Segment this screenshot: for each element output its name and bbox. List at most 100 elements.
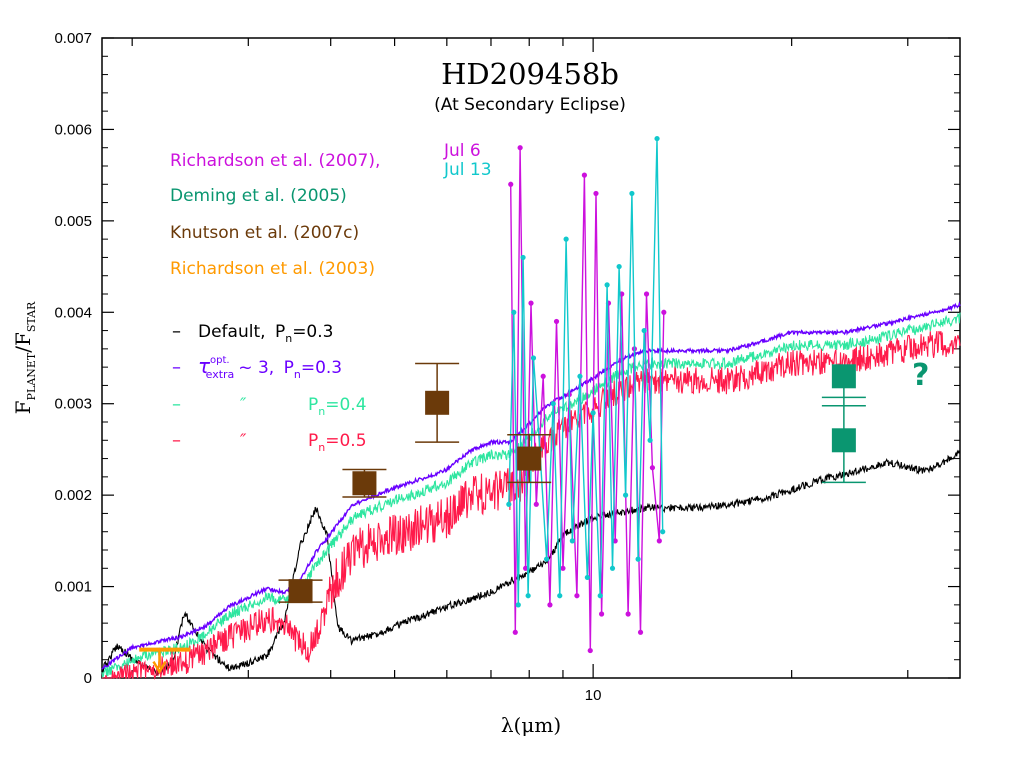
legend: Richardson et al. (2007), Jul 6 Jul 13 D… (170, 141, 492, 454)
chart-subtitle: (At Secondary Eclipse) (434, 95, 626, 115)
y-tick-label-2: 0.002 (54, 487, 92, 504)
richardson2007-point (616, 263, 622, 270)
richardson2007-point (625, 611, 631, 617)
y-tick-label-4: 0.004 (54, 304, 92, 321)
plot-frame (101, 37, 961, 679)
richardson2007-point (635, 556, 641, 562)
legend-jul13: Jul 13 (443, 160, 492, 180)
legend-dash-extra-04: – (172, 394, 181, 415)
observations (139, 135, 866, 675)
richardson2007-point (577, 373, 583, 379)
chart-title: HD209458b (441, 57, 619, 91)
richardson2007-point (515, 602, 521, 608)
richardson2007-point (629, 190, 635, 197)
legend-knutson2007c: Knutson et al. (2007c) (170, 223, 359, 243)
deming-point-0 (831, 364, 856, 389)
knutson-point-2 (425, 390, 450, 415)
legend-pn: P (275, 322, 285, 342)
richardson2007-point (508, 181, 514, 187)
legend-tau: τ (198, 354, 211, 378)
deming-point-0-b (831, 428, 856, 453)
richardson2007-point (656, 538, 662, 544)
richardson2007-point (506, 501, 512, 507)
legend-pn-value: =0.4 (325, 395, 366, 415)
legend-tau-sup: opt. (210, 355, 230, 366)
axis-ticks: 0 0.001 0.002 0.003 0.004 0.005 0.006 0.007 10 (54, 30, 960, 704)
legend-dash-extra-03: – (172, 357, 181, 378)
richardson2007-point (609, 565, 616, 571)
legend-jul6: Jul 6 (443, 141, 481, 161)
legend-ditto-05: ″ (240, 431, 247, 451)
richardson2007-richardson2007_jul13 (508, 138, 664, 605)
richardson2007-point (574, 593, 580, 599)
legend-extra-05: Pn=0.5 (308, 431, 367, 454)
legend-pn: P (308, 431, 318, 451)
knutson-point-3 (517, 446, 542, 471)
y-axis-sub-star: STAR (25, 301, 38, 332)
richardson2007-point (660, 529, 666, 535)
richardson2007-point (654, 135, 660, 142)
legend-richardson2003: Richardson et al. (2003) (170, 259, 375, 279)
y-tick-label-1: 0.001 (54, 579, 92, 596)
y-tick-label-7: 0.007 (54, 30, 92, 47)
richardson2007-point (637, 629, 644, 635)
y-axis-f: F (11, 400, 35, 414)
legend-pn: P (308, 395, 318, 415)
legend-pn-value: =0.5 (325, 431, 366, 451)
series-extra_05 (102, 330, 961, 680)
richardson2007-point (647, 437, 653, 443)
legend-extra-03: τopt. extra ~ 3, Pn=0.3 (198, 354, 342, 381)
y-tick-label-3: 0.003 (54, 396, 92, 413)
richardson2007-point (587, 647, 593, 654)
legend-pn-sub: n (318, 441, 325, 454)
legend-ditto-04: ″ (240, 395, 247, 415)
legend-pn-value: =0.3 (292, 322, 333, 342)
legend-pn: P (284, 358, 294, 378)
richardson2007-point (604, 282, 610, 288)
legend-pn-sub: n (294, 368, 301, 381)
richardson2007-point (560, 565, 566, 571)
richardson2007-point (530, 355, 537, 361)
richardson2007-point (661, 309, 667, 315)
legend-tau-sub: extra (206, 368, 235, 381)
richardson2007-point (622, 492, 629, 498)
legend-extra-04: Pn=0.4 (308, 395, 367, 418)
legend-default: Default, Pn=0.3 (198, 322, 333, 345)
knutson-point-0 (288, 579, 313, 604)
richardson2007-richardson2007_jul6 (510, 147, 665, 651)
richardson2007-point (523, 565, 529, 571)
richardson2007-point (540, 373, 546, 379)
richardson2007-point (563, 236, 569, 242)
richardson2007-point (520, 254, 526, 261)
legend-dash-default: – (172, 321, 181, 342)
richardson2007-point (533, 501, 539, 507)
legend-tilde-three: ~ 3, (238, 358, 274, 378)
y-tick-label-6: 0.006 (54, 121, 92, 138)
richardson2007-point (598, 611, 605, 617)
legend-richardson2007: Richardson et al. (2007), (170, 151, 380, 171)
y-tick-label-5: 0.005 (54, 213, 92, 230)
legend-dash-extra-05: – (172, 430, 181, 451)
legend-pn-sub: n (285, 332, 292, 345)
richardson2007-point (612, 538, 618, 544)
x-tick-label-0: 10 (585, 687, 602, 704)
question-mark: ? (912, 358, 929, 393)
richardson2007-point (543, 556, 550, 562)
richardson2007-point (581, 172, 588, 178)
legend-deming2005: Deming et al. (2005) (170, 186, 347, 206)
legend-pn-value: =0.3 (301, 358, 342, 378)
y-tick-label-0: 0 (84, 670, 92, 687)
richardson2007-point (584, 574, 590, 581)
richardson2007-point (517, 145, 523, 151)
richardson2007-point (590, 410, 596, 416)
richardson2007-point (641, 327, 647, 334)
richardson2007-point (643, 291, 650, 297)
y-axis-sep: /F (11, 332, 35, 353)
richardson2003-arrow-head (152, 661, 167, 675)
richardson2007-point (547, 602, 553, 608)
richardson2007-point (550, 401, 556, 407)
richardson2007-point (528, 300, 534, 306)
richardson2007-point (512, 629, 518, 635)
y-axis-sub-planet: PLANET (25, 352, 38, 400)
